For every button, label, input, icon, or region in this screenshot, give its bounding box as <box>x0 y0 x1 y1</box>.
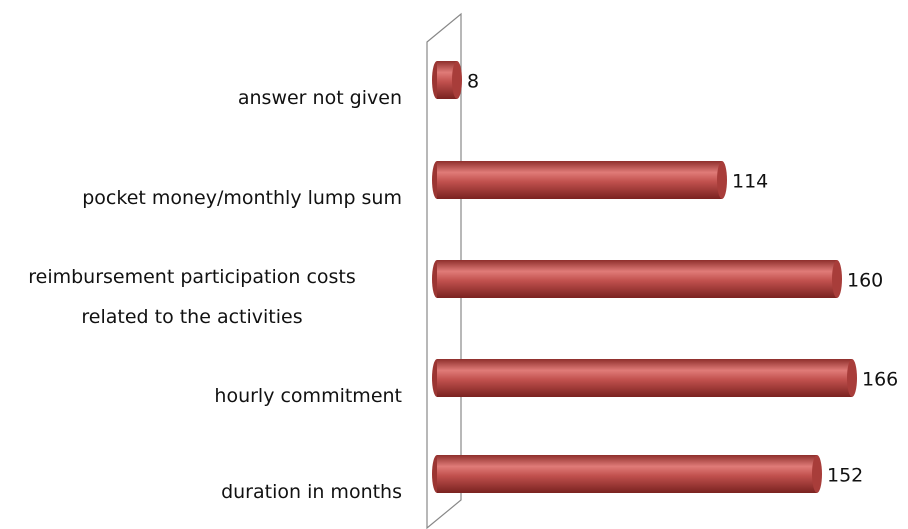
bar-part <box>437 61 457 99</box>
value-label: 8 <box>467 71 479 93</box>
bar <box>432 455 822 493</box>
category-label: hourly commitment <box>214 385 402 407</box>
value-label: 160 <box>847 270 883 292</box>
bar <box>432 61 462 99</box>
category-label: reimbursement participation costs relate… <box>28 266 356 328</box>
bar-part <box>437 161 722 199</box>
bar-part <box>812 455 822 493</box>
bar-part <box>847 359 857 397</box>
category-label: duration in months <box>221 481 402 503</box>
bar <box>432 359 857 397</box>
value-label: 114 <box>732 171 768 193</box>
bar <box>432 161 727 199</box>
category-label: answer not given <box>237 87 402 109</box>
bar-part <box>832 260 842 298</box>
value-label: 152 <box>827 465 863 487</box>
bar-part <box>452 61 462 99</box>
category-label: pocket money/monthly lump sum <box>82 187 402 209</box>
bar-part <box>437 359 852 397</box>
bar-part <box>437 455 817 493</box>
bar-part <box>717 161 727 199</box>
bar <box>432 260 842 298</box>
bar-part <box>437 260 837 298</box>
value-label: 166 <box>862 369 898 391</box>
